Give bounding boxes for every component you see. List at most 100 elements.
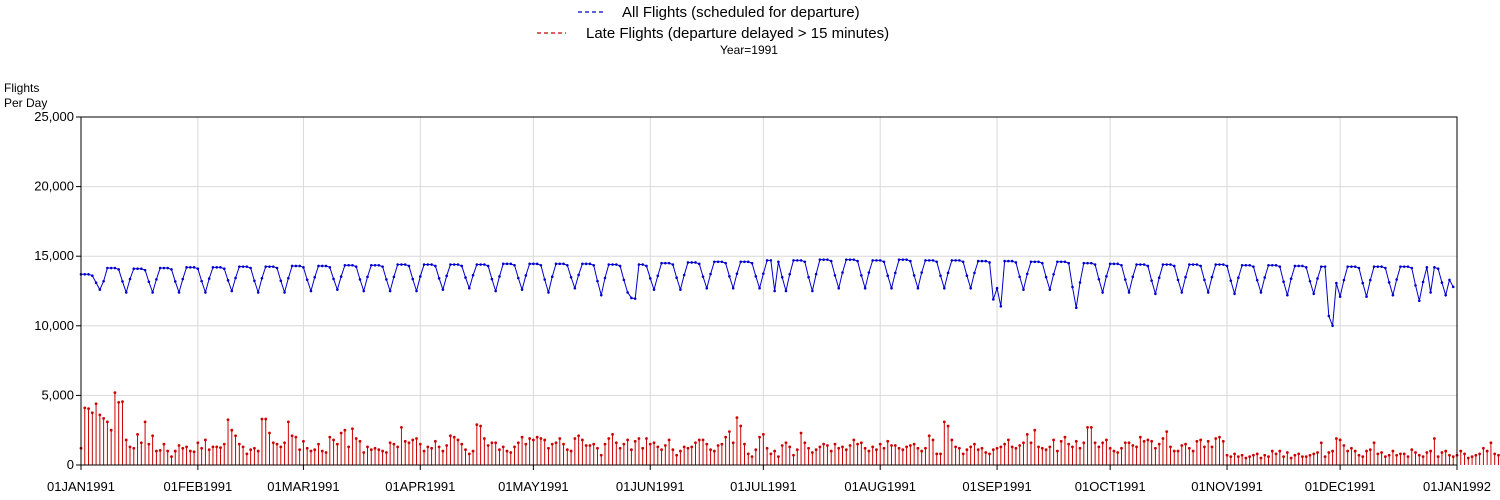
- all-flights-point: [780, 275, 784, 279]
- all-flights-point: [750, 261, 754, 265]
- all-flights-point: [637, 263, 641, 266]
- late-flights-point: [158, 448, 162, 452]
- all-flights-point: [456, 263, 460, 266]
- late-flights-point: [415, 437, 418, 440]
- all-flights-point: [1357, 266, 1361, 270]
- late-flights-point: [833, 442, 837, 446]
- late-flights-point: [814, 448, 818, 452]
- late-flights-point: [1244, 456, 1248, 460]
- all-flights-point: [645, 264, 648, 268]
- all-flights-point: [539, 263, 543, 267]
- all-flights-point: [245, 265, 249, 268]
- x-tick-label: 01OCT1991: [1075, 479, 1146, 494]
- late-flights-point: [467, 452, 471, 456]
- all-flights-point: [592, 263, 596, 267]
- late-flights-point: [1044, 448, 1048, 452]
- all-flights-point: [215, 266, 219, 269]
- all-flights-point: [106, 266, 109, 270]
- all-flights-point: [460, 264, 464, 268]
- all-flights-point: [494, 289, 497, 293]
- late-flights-point: [1493, 452, 1497, 456]
- y-tick-label: 20,000: [34, 179, 74, 194]
- late-flights-point: [528, 437, 532, 440]
- late-flights-point: [901, 448, 905, 452]
- all-flights-point: [1244, 263, 1248, 267]
- late-flights-point: [351, 427, 354, 431]
- late-flights-point: [980, 446, 984, 450]
- all-flights-point: [1214, 263, 1218, 266]
- all-flights-point: [1044, 275, 1048, 279]
- all-flights-point: [701, 275, 705, 278]
- all-flights-point: [754, 275, 758, 278]
- all-flights-point: [305, 278, 309, 282]
- all-flights-point: [83, 272, 87, 276]
- late-flights-point: [848, 444, 852, 447]
- all-flights-point: [1331, 324, 1334, 328]
- all-flights-point: [1071, 285, 1074, 289]
- all-flights-point: [1082, 261, 1086, 265]
- late-flights-point: [788, 445, 792, 449]
- late-flights-point: [1180, 444, 1184, 447]
- late-flights-point: [588, 444, 592, 447]
- late-flights-point: [249, 448, 253, 452]
- all-flights-point: [1429, 291, 1432, 294]
- all-flights-point: [1248, 263, 1251, 267]
- late-flights-point: [1138, 435, 1142, 439]
- all-flights-point: [253, 279, 256, 283]
- late-flights-point: [1214, 437, 1218, 440]
- late-flights-point: [309, 449, 313, 453]
- all-flights-point: [795, 259, 799, 262]
- late-flights-point: [1406, 455, 1410, 459]
- all-flights-point: [716, 260, 720, 264]
- all-flights-point: [679, 288, 682, 291]
- all-flights-point: [1365, 295, 1368, 298]
- all-flights-point: [1195, 263, 1199, 266]
- all-flights-point: [724, 261, 727, 265]
- late-flights-point: [1376, 452, 1380, 456]
- y-tick-label: 25,000: [34, 109, 74, 124]
- late-flights-point: [829, 449, 833, 453]
- late-flights-point: [411, 438, 415, 442]
- all-flights-point: [1059, 260, 1063, 264]
- all-flights-point: [1414, 284, 1417, 287]
- late-flights-point: [539, 437, 543, 440]
- all-flights-point: [234, 276, 237, 280]
- all-flights-point: [505, 262, 509, 266]
- all-flights-point: [1037, 260, 1040, 264]
- all-flights-point: [844, 258, 848, 261]
- all-flights-point: [1105, 275, 1108, 278]
- all-flights-point: [615, 263, 618, 266]
- all-flights-point: [686, 261, 690, 264]
- late-flights-point: [1172, 449, 1176, 453]
- all-flights-point: [769, 259, 773, 262]
- late-flights-point: [592, 442, 596, 446]
- all-flights-point: [762, 272, 765, 275]
- late-flights-point: [1233, 452, 1236, 456]
- all-flights-point: [136, 267, 139, 271]
- all-flights-point: [1161, 263, 1165, 266]
- late-flights-point: [988, 452, 991, 456]
- late-flights-point: [124, 438, 128, 442]
- all-flights-point: [924, 259, 927, 262]
- all-flights-series: [79, 258, 1455, 328]
- late-flights-point: [1116, 451, 1120, 454]
- late-flights-point: [113, 391, 117, 395]
- late-flights-point: [626, 438, 630, 442]
- all-flights-point: [792, 259, 795, 262]
- late-flights-point: [211, 445, 215, 449]
- late-flights-point: [388, 441, 392, 445]
- late-flights-point: [1086, 426, 1089, 429]
- late-flights-point: [362, 451, 366, 454]
- all-flights-point: [603, 276, 607, 280]
- late-flights-point: [1395, 453, 1399, 457]
- late-flights-point: [1199, 438, 1203, 442]
- all-flights-point: [347, 263, 350, 267]
- all-flights-point: [513, 263, 516, 267]
- late-flights-point: [694, 441, 697, 445]
- all-flights-point: [241, 265, 245, 268]
- late-flights-point: [1436, 455, 1440, 459]
- late-flights-point: [1203, 445, 1206, 449]
- late-flights-point: [1225, 453, 1229, 457]
- late-flights-point: [1410, 448, 1414, 452]
- late-flights-point: [170, 455, 173, 459]
